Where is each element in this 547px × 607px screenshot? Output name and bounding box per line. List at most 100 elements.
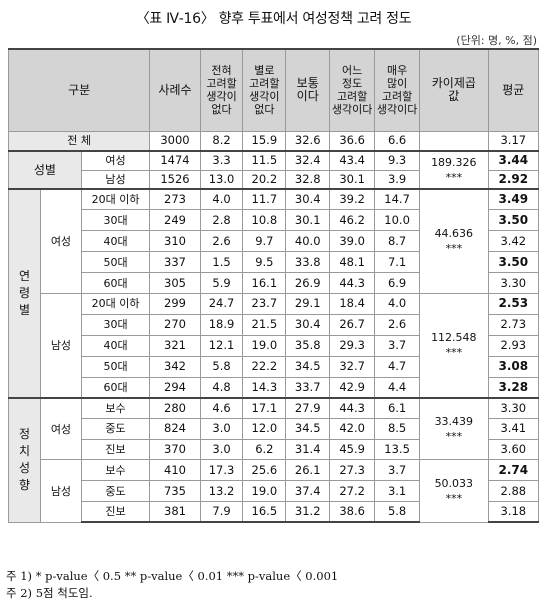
header-n: 사례수: [149, 48, 201, 132]
cell-value: 33.7: [285, 376, 331, 399]
cell-value: 29.3: [329, 334, 376, 357]
cell-n: 294: [149, 376, 201, 399]
row-label: 50대: [80, 251, 151, 274]
table-row: 60대 294 4.8 14.3 33.7 42.9 4.4 3.28: [9, 376, 540, 399]
cell-value: 33.8: [285, 251, 331, 274]
table-row: 연 령 별 여성 20대 이하 273 4.0 11.7 30.4 39.2 14.7 44.636 *…: [7, 187, 540, 399]
cell-value: 3.0: [199, 438, 244, 461]
cell-value: 4.0: [199, 188, 244, 211]
table-row: 성별 여성 1474 3.3 11.5 32.4 43.4 9.3 189.326 *** 3.44: [8, 150, 540, 190]
cell-value: 8.2: [199, 130, 244, 152]
row-label: 40대: [80, 334, 151, 357]
header-col1: 전혀 고려할 생각이 없다: [199, 48, 244, 132]
cell-average: 2.93: [487, 334, 540, 357]
cell-value: 17.3: [199, 459, 244, 482]
cell-value: 9.5: [242, 251, 287, 274]
cell-value: 3.3: [199, 150, 244, 171]
row-label: 40대: [80, 230, 151, 253]
row-label: 60대: [80, 376, 151, 399]
cell-chi: 112.548 ***: [419, 292, 489, 399]
cell-value: 5.8: [199, 355, 244, 378]
cell-value: 48.1: [329, 251, 376, 274]
cell-value: 1.5: [199, 251, 244, 274]
cell-value: 39.0: [329, 230, 376, 253]
cell-value: 4.8: [199, 376, 244, 399]
cell-value: 26.9: [285, 272, 331, 294]
table-row: 40대 321 12.1 19.0 35.8 29.3 3.7 2.93: [9, 334, 540, 357]
header-category: 구분: [7, 48, 151, 132]
cell-n: 735: [149, 480, 201, 502]
cell-value: 4.6: [199, 396, 244, 420]
cell-value: 12.1: [199, 334, 244, 357]
cell-chi: 189.326 ***: [419, 150, 489, 190]
cell-chi: 44.636 ***: [419, 187, 489, 294]
cell-value: 7.9: [199, 500, 244, 524]
cell-n: 249: [149, 209, 201, 232]
cell-average: 3.17: [487, 130, 540, 152]
cell-value: 4.4: [374, 376, 421, 399]
cell-value: 27.9: [285, 396, 331, 420]
header-avg: 평균: [487, 48, 540, 132]
cell-value: 6.6: [374, 130, 421, 152]
cell-value: 8.7: [374, 230, 421, 253]
cell-value: 11.5: [242, 150, 287, 171]
row-label: 여성: [80, 150, 151, 171]
cell-value: 9.3: [374, 150, 421, 171]
data-table: 구분 사례수 전혀 고려할 생각이 없다 별로 고려할 생각이 없다 보통 이다 어느 정도 고려…: [7, 48, 540, 524]
cell-value: 34.5: [285, 355, 331, 378]
cell-average: 3.41: [487, 418, 540, 440]
cell-n: 381: [149, 500, 201, 524]
table-title: 〈표 Ⅳ-16〉 향후 투표에서 여성정책 고려 정도: [135, 11, 412, 27]
cell-value: 25.6: [242, 459, 287, 482]
cell-value: 34.5: [285, 418, 331, 440]
cell-value: 2.6: [374, 313, 421, 336]
row-label: 보수: [80, 459, 151, 482]
table-row: 진보 370 3.0 6.2 31.4 45.9 13.5 3.60: [9, 438, 540, 461]
row-label: 중도: [80, 418, 151, 440]
cell-value: 14.7: [374, 188, 421, 211]
cell-value: 6.9: [374, 272, 421, 294]
row-label: 20대 이하: [80, 188, 151, 211]
cell-value: 22.2: [242, 355, 287, 378]
cell-average: 3.50: [487, 251, 540, 274]
cell-value: 7.1: [374, 251, 421, 274]
cell-value: 3.7: [374, 459, 421, 482]
cell-n: 824: [149, 418, 201, 440]
header-col5: 매우 많이 고려할 생각이다: [374, 48, 421, 132]
cell-value: 30.4: [285, 313, 331, 336]
cell-n: 270: [149, 313, 201, 336]
cell-value: 20.2: [242, 169, 287, 190]
cell-value: 27.2: [329, 480, 376, 502]
group-label: 여성: [40, 187, 82, 294]
cell-value: 2.6: [199, 230, 244, 253]
cell-value: 44.3: [329, 396, 376, 420]
cell-value: 19.0: [242, 334, 287, 357]
row-label: 50대: [80, 355, 151, 378]
cell-value: 4.7: [374, 355, 421, 378]
table-row: 40대 310 2.6 9.7 40.0 39.0 8.7 3.42: [9, 230, 540, 253]
cell-average: 2.74: [487, 459, 540, 482]
cell-value: 19.0: [242, 480, 287, 502]
note-1: 주 1) * p-value〈 0.5 ** p-value〈 0.01 ***…: [6, 569, 339, 583]
cell-average: 2.88: [487, 480, 540, 502]
cell-value: 36.6: [329, 130, 376, 152]
row-label: 진보: [80, 500, 151, 524]
row-label: 진보: [80, 438, 151, 461]
table-row: 50대 337 1.5 9.5 33.8 48.1 7.1 3.50: [9, 251, 540, 274]
cell-n: 273: [149, 188, 201, 211]
table-row: 남성 보수 410 17.3 25.6 26.1 27.3 3.7 50.033 *** 2.74: [9, 459, 540, 523]
table-row: 남성 20대 이하 299 24.7 23.7 29.1 18.4 4.0 112.548 ***…: [9, 292, 540, 399]
cell-value: 3.7: [374, 334, 421, 357]
cell-n: 370: [149, 438, 201, 461]
table-row: 전 체 3000 8.2 15.9 32.6 36.6 6.6 3.17: [7, 130, 540, 152]
cell-n: 3000: [149, 130, 201, 152]
cell-value: 31.2: [285, 500, 331, 524]
cell-value: 12.0: [242, 418, 287, 440]
row-label: 남성: [80, 169, 151, 190]
cell-value: 9.7: [242, 230, 287, 253]
section-label: 성별: [8, 150, 82, 190]
header-col2: 별로 고려할 생각이 없다: [242, 48, 287, 132]
table-body: 전 체 3000 8.2 15.9 32.6 36.6 6.6 3.17 성별 여성 1474 3.3…: [7, 130, 540, 524]
cell-value: 18.4: [329, 292, 376, 315]
